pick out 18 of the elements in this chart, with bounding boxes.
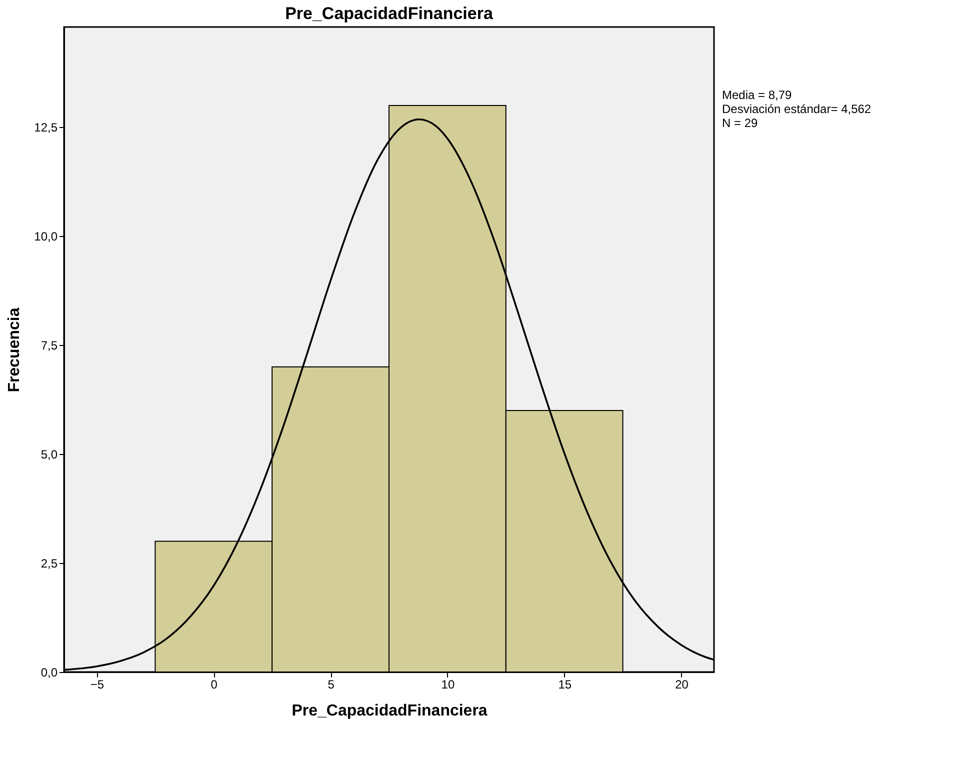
x-axis-title: Pre_CapacidadFinanciera: [292, 702, 488, 720]
x-tick-label: 10: [441, 678, 455, 692]
y-tick-label: 5,0: [40, 448, 58, 462]
x-tick-label: 0: [210, 678, 218, 692]
text: Media = 8,79: [722, 88, 792, 102]
y-tick-label: 0,0: [40, 666, 58, 680]
y-tick-label: 2,5: [40, 556, 58, 571]
y-tick-label: 7,5: [40, 338, 58, 353]
x-tick-label: 20: [675, 678, 689, 692]
text: Desviación estándar= 4,562: [722, 102, 872, 116]
text: N = 29: [722, 116, 758, 130]
x-tick-label: 5: [328, 678, 335, 692]
y-tick-label: 10,0: [34, 230, 58, 244]
x-tick-label: 15: [558, 678, 572, 692]
y-axis-title: Frecuencia: [6, 308, 24, 392]
chart-title: Pre_CapacidadFinanciera: [285, 4, 494, 23]
y-tick-label: 12,5: [34, 120, 58, 135]
x-tick-label: −5: [90, 678, 104, 692]
